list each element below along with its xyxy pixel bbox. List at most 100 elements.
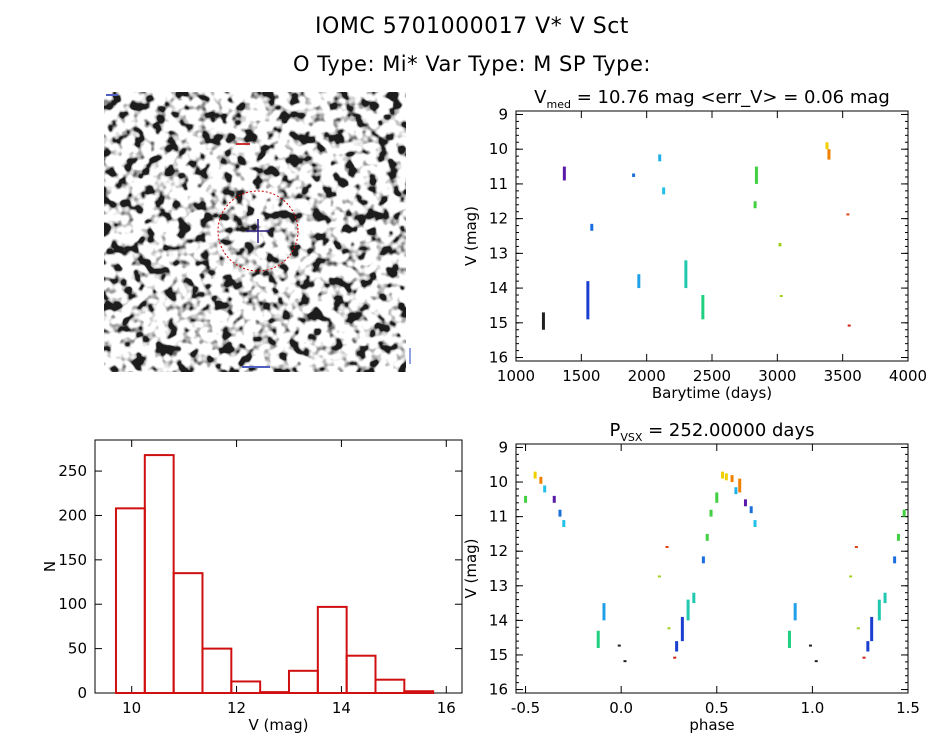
data-point	[533, 471, 537, 479]
data-point	[787, 630, 791, 649]
y-tick-label: 12	[489, 542, 508, 560]
data-point	[617, 644, 621, 647]
x-tick-label: 1500	[562, 367, 600, 385]
data-point	[552, 495, 556, 503]
finder-scale-mark	[242, 366, 270, 368]
y-tick-label: 12	[489, 210, 508, 228]
data-point	[705, 533, 709, 541]
x-tick-label: 1000	[497, 367, 535, 385]
histogram-plot: 10 12 14 16 0 50 100 150 200 250 V (mag) N	[41, 439, 463, 734]
data-point	[883, 592, 887, 604]
data-point	[814, 660, 818, 663]
data-point	[684, 260, 688, 289]
y-tick-label: 250	[58, 462, 87, 480]
data-point	[667, 627, 671, 630]
histogram-bar	[143, 454, 175, 694]
x-tick-label: 14	[332, 699, 351, 717]
data-point	[623, 660, 627, 663]
data-point	[637, 274, 641, 289]
y-tick-label: 11	[489, 508, 508, 526]
phase-plot: -0.5 0.0 0.5 1.0 1.5 9 10 11 12 13 14 15 16 phase V (m…	[462, 420, 920, 734]
plot-frame	[94, 439, 463, 694]
data-point	[866, 641, 870, 652]
data-point	[715, 492, 719, 503]
histogram-bar	[172, 572, 204, 694]
data-point	[586, 281, 590, 320]
histogram-bar	[403, 690, 435, 694]
y-tick-label: 150	[58, 551, 87, 569]
finder-image	[104, 92, 411, 372]
x-tick-label: 4000	[889, 367, 927, 385]
data-point	[632, 173, 636, 177]
x-tick-label: 1.5	[896, 699, 920, 717]
data-point	[562, 520, 566, 527]
data-point	[596, 630, 600, 649]
y-tick-label: 10	[489, 140, 508, 158]
histogram-bar	[114, 507, 146, 695]
data-point	[673, 656, 677, 659]
data-point	[558, 509, 562, 517]
histogram-bar	[374, 678, 406, 694]
data-point	[721, 471, 725, 479]
lightcurve-plot: 1000 1500 2000 2500 3000 3500 4000 9 10 11 12 13 14 1…	[462, 87, 927, 402]
data-point	[779, 295, 783, 298]
data-point	[701, 295, 705, 320]
data-point	[680, 616, 684, 642]
plot-title-subscript: VSX	[620, 431, 643, 444]
data-point	[854, 546, 858, 549]
data-point	[657, 575, 661, 578]
data-point	[701, 556, 705, 564]
x-tick-label: 0.5	[705, 699, 729, 717]
data-point	[753, 201, 757, 209]
x-tick-label: 2000	[628, 367, 666, 385]
data-point	[754, 166, 758, 184]
finder-label-mark	[106, 94, 118, 96]
data-point	[877, 599, 881, 621]
x-tick-label: 2500	[693, 367, 731, 385]
chart-title: IOMC 5701000017 V* V Sct	[315, 14, 629, 39]
data-point	[847, 324, 851, 327]
data-point	[738, 478, 742, 493]
data-point	[778, 242, 782, 247]
data-point	[743, 499, 747, 507]
data-point	[896, 533, 900, 541]
plot-title-rest: = 10.76 mag <err_V> = 0.06 mag	[571, 87, 890, 108]
y-axis-label: V (mag)	[462, 206, 480, 266]
x-tick-label: 1.0	[800, 699, 824, 717]
histogram-bar	[287, 669, 319, 694]
x-tick-label: 12	[227, 699, 246, 717]
data-point	[665, 546, 669, 549]
x-axis-label: Barytime (days)	[652, 384, 772, 402]
data-point	[808, 644, 812, 647]
plot-frame	[515, 110, 909, 362]
data-point	[602, 603, 606, 621]
data-point	[827, 149, 831, 160]
y-tick-label: 14	[489, 611, 508, 629]
finder-target-label-mark	[236, 143, 250, 145]
data-point	[749, 506, 753, 514]
x-tick-label: 16	[437, 699, 456, 717]
y-tick-label: 50	[68, 640, 87, 658]
finder-sky-field	[104, 92, 406, 372]
x-axis-label: phase	[689, 716, 734, 734]
data-point	[686, 599, 690, 621]
x-tick-label: 10	[122, 699, 141, 717]
data-point	[524, 495, 528, 503]
y-tick-label: 100	[58, 595, 87, 613]
plot-title-subscript: med	[547, 98, 571, 111]
data-point	[675, 641, 679, 652]
y-tick-label: 15	[489, 314, 508, 332]
y-axis-label: V (mag)	[462, 538, 480, 598]
y-tick-label: 10	[489, 473, 508, 491]
data-point	[793, 603, 797, 621]
plot-title: Vmed = 10.76 mag <err_V> = 0.06 mag	[534, 87, 890, 111]
data-point	[692, 592, 696, 604]
data-point	[590, 223, 594, 231]
histogram-bar	[345, 654, 377, 694]
data-point	[825, 142, 829, 150]
data-point	[893, 556, 897, 564]
data-point	[856, 627, 860, 630]
data-point	[658, 154, 662, 162]
y-tick-label: 15	[489, 646, 508, 664]
